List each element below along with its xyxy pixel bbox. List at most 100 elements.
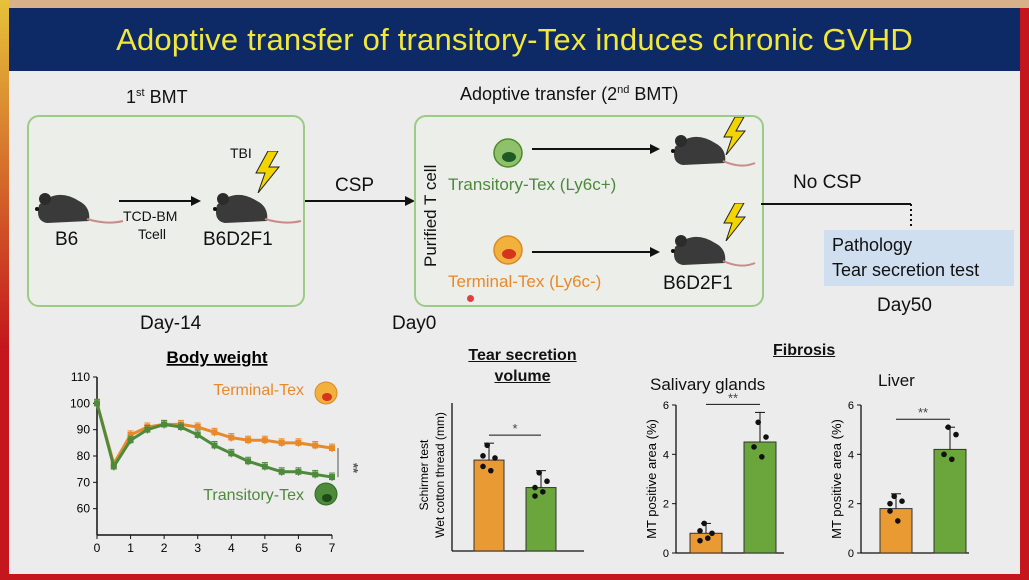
bar-y-tick-label: 6: [663, 400, 669, 412]
no-csp-timeline: [761, 203, 912, 229]
salivary-chart: MT positive area (%) 0 2 4 6 **: [644, 393, 784, 560]
csp-arrow: [305, 196, 415, 206]
b6-label: B6: [55, 229, 79, 250]
terminal-cell-icon: [493, 235, 523, 265]
purified-tcell-label: Purified T cell: [421, 164, 440, 267]
pathology-label: Pathology: [832, 235, 913, 255]
bar-y-tick-label: 4: [848, 449, 854, 461]
bmt1-arrow: [119, 196, 201, 206]
transitory-label: Transitory-Tex (Ly6c+): [448, 175, 617, 194]
bw-point: [329, 445, 335, 452]
bar-dot: [945, 424, 951, 430]
b6d2f1-mouse-icon: [213, 193, 302, 224]
salivary-title: Salivary glands: [650, 375, 766, 394]
bar-significance-label: **: [918, 405, 928, 420]
bar-y-tick-label: 0: [663, 548, 669, 560]
bw-point: [194, 424, 201, 431]
bar-significance-label: **: [728, 393, 738, 405]
bw-y-tick-label: 60: [77, 502, 91, 516]
bw-point: [127, 437, 134, 444]
left-stripe: [0, 0, 9, 580]
bar-dot: [751, 444, 757, 450]
day-minus14-label: Day-14: [140, 313, 202, 334]
legend-transitory: Transitory-Tex: [203, 487, 304, 504]
bw-point: [312, 442, 319, 449]
liver-title: Liver: [878, 371, 915, 390]
bar-dot: [755, 419, 761, 426]
bar-dot: [480, 463, 486, 470]
recipient-mouse-2-icon: [671, 235, 756, 267]
terminal-label: Terminal-Tex (Ly6c-): [448, 272, 602, 291]
body-weight-chart: Body weight 60 70 80 90 100 110 0 1 2 3 4 5 6 7 Termi…: [70, 348, 361, 553]
bw-point: [295, 439, 302, 446]
tbi-label: TBI: [230, 145, 252, 161]
tcd-bm-label: TCD-BM: [123, 208, 178, 224]
bar-y-tick-label: 0: [848, 548, 854, 560]
bmt1-label: 1st BMT: [126, 87, 188, 108]
day0-label: Day0: [392, 313, 437, 334]
tcell-label: Tcell: [138, 226, 167, 242]
bar-dot: [953, 431, 959, 438]
bw-point: [194, 431, 201, 438]
recipient-mouse-1-icon: [671, 135, 756, 167]
bar-dot: [484, 442, 490, 449]
tear-ylabel-1: Schirmer test: [417, 439, 431, 510]
bmt2-label: Adoptive transfer (2nd BMT): [460, 84, 678, 105]
slide-content: 1st BMT B6 TCD-BM Tcell TBI B6D2F1: [9, 71, 1020, 574]
bar-1: [933, 448, 967, 554]
bw-point: [278, 439, 285, 446]
bw-x-tick-label: 5: [262, 541, 269, 553]
bw-y-tick-label: 90: [77, 423, 91, 437]
no-csp-label: No CSP: [793, 172, 862, 193]
legend-terminal: Terminal-Tex: [213, 382, 304, 399]
bar-dot: [763, 434, 769, 440]
bw-point: [329, 474, 335, 481]
bar-dot: [895, 518, 901, 524]
bw-y-tick-label: 110: [71, 370, 90, 384]
bw-y-tick-label: 100: [70, 396, 90, 410]
bw-point: [144, 426, 151, 433]
bmt1-number: 1: [126, 87, 137, 107]
bar-1: [525, 487, 557, 552]
b6d2f1-label: B6D2F1: [203, 229, 273, 250]
tear-test-label: Tear secretion test: [832, 260, 980, 280]
lightning-icon-3: [723, 203, 747, 241]
body-weight-significance: **: [346, 463, 361, 474]
legend-transitory-cell-icon: [314, 482, 338, 506]
bw-point: [228, 450, 235, 457]
tear-ylabel-2: Wet cotton thread (mm): [433, 412, 447, 538]
bar-dot: [949, 456, 955, 463]
salivary-ylabel: MT positive area (%): [644, 419, 659, 539]
bw-point: [312, 471, 319, 478]
top-stripe: [0, 0, 1029, 8]
tear-marks: *: [451, 403, 584, 552]
legend-terminal-cell-icon: [314, 381, 338, 405]
bar-dot: [697, 528, 703, 534]
bw-point: [261, 463, 268, 470]
bar-0: [473, 459, 505, 552]
bar-dot: [536, 469, 542, 476]
bar-dot: [887, 508, 893, 514]
bar-dot: [488, 467, 494, 474]
bw-point: [110, 463, 117, 470]
bw-x-tick-label: 7: [329, 541, 336, 553]
bar-dot: [705, 535, 711, 541]
bar-dot: [532, 493, 538, 499]
bmt1-sup: st: [136, 87, 145, 99]
bar-dot: [492, 455, 498, 461]
bar-dot: [759, 454, 765, 460]
day50-label: Day50: [877, 295, 932, 316]
body-weight-title: Body weight: [166, 348, 267, 367]
bw-point: [278, 468, 285, 475]
tear-chart: Schirmer test Wet cotton thread (mm) *: [417, 403, 584, 552]
bar-dot: [697, 537, 703, 544]
lightning-icon-2: [723, 117, 747, 155]
liver-chart: MT positive area (%) 0 2 4 6 **: [829, 400, 969, 560]
bar-dot: [887, 500, 893, 507]
bw-point: [261, 437, 268, 444]
tear-title: Tear secretion volume: [468, 347, 577, 385]
liver-marks: 0 2 4 6 **: [848, 400, 969, 560]
bar-dot: [941, 451, 947, 458]
bw-y-tick-label: 70: [77, 475, 91, 489]
